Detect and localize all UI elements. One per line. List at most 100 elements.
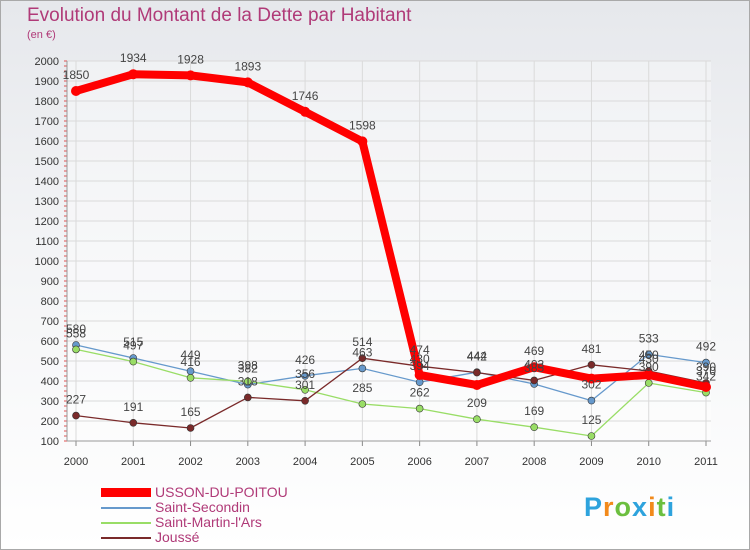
y-tick-label: 800 [41,296,59,308]
data-label: 394 [410,359,430,373]
data-point [586,373,597,384]
chart-title: Evolution du Montant de la Dette par Hab… [27,5,412,26]
data-label: 385 [524,361,544,375]
data-point [530,423,538,432]
legend-swatch [101,507,151,509]
x-tick-label: 2004 [293,456,317,468]
x-tick-label: 2007 [465,456,489,468]
data-point [301,385,309,394]
y-tick-label: 2000 [35,56,59,68]
legend-swatch [101,522,151,524]
x-tick-label: 2010 [636,456,660,468]
logo-letter: i [648,492,657,522]
x-tick-label: 2011 [694,456,718,468]
data-point [129,357,138,366]
x-tick-label: 2002 [178,456,202,468]
data-point [587,396,596,405]
data-point [587,360,596,369]
y-tick-label: 1200 [35,216,59,228]
data-label: 342 [696,370,716,384]
data-label: 533 [639,331,659,345]
data-label: 426 [295,353,315,367]
data-label: 227 [66,393,86,407]
data-label: 444 [467,349,487,363]
y-tick-label: 1000 [35,256,59,268]
y-tick-label: 1900 [35,76,59,88]
data-point [702,358,710,367]
data-label: 262 [410,386,430,400]
data-label: 390 [696,360,716,374]
data-label: 370 [696,364,716,378]
data-point [300,106,311,117]
data-point [358,354,367,363]
data-point [414,370,425,380]
data-label: 481 [581,342,601,356]
data-point [529,362,540,373]
data-label: 1746 [292,89,319,103]
y-tick-label: 1600 [35,136,59,148]
y-tick-label: 1800 [35,96,59,108]
y-tick-label: 1300 [35,196,59,208]
data-label: 1850 [63,68,90,82]
data-label: 1928 [177,52,204,66]
data-point [244,393,252,402]
chart-unit: (en €) [27,29,56,41]
data-point [471,380,482,390]
data-point [530,376,538,385]
data-point [643,370,654,380]
legend-swatch [101,537,151,539]
data-point [644,379,653,387]
data-point [473,368,481,377]
data-label: 430 [410,352,430,366]
data-label: 1934 [120,51,147,65]
legend-label: Joussé [155,529,200,545]
y-tick-label: 900 [41,276,59,288]
data-label: 463 [352,345,372,359]
y-tick-label: 100 [41,436,59,448]
legend-label: Saint-Martin-l'Ars [155,514,262,530]
data-label: 430 [639,352,659,366]
data-label: 497 [123,339,143,353]
data-label: 514 [352,335,372,349]
data-point [301,396,309,405]
data-point [128,69,139,80]
legend-label: USSON-DU-POITOU [155,484,288,500]
x-tick-label: 2000 [64,456,88,468]
x-tick-label: 2003 [236,456,260,468]
x-tick-label: 2009 [579,456,603,468]
data-label: 285 [352,381,372,395]
data-label: 469 [524,344,544,358]
series-line-0 [72,70,710,391]
data-point [587,432,596,440]
data-label: 449 [181,348,201,362]
data-label: 302 [581,378,601,392]
data-label: 558 [66,326,86,340]
logo-letter: i [666,492,676,522]
data-label: 515 [123,335,143,349]
data-label: 403 [524,357,544,371]
logo-letter: x [632,492,649,522]
data-point [185,70,196,81]
data-point [186,424,195,432]
y-tick-label: 1100 [35,236,59,248]
y-tick-label: 400 [41,376,59,388]
data-point [186,373,195,382]
data-label: 301 [295,378,315,392]
data-point [358,364,367,373]
y-tick-label: 1400 [35,176,59,188]
y-tick-label: 300 [41,396,59,408]
data-label: 356 [295,367,315,381]
data-point [72,345,80,354]
data-point [242,77,253,88]
data-label: 416 [181,355,201,369]
legend-swatch [101,488,151,497]
data-point [72,411,80,420]
x-tick-label: 2008 [522,456,546,468]
y-tick-label: 200 [41,416,59,428]
data-point [71,86,81,96]
data-label: 580 [66,322,86,336]
x-tick-label: 2005 [350,456,374,468]
data-point [473,415,481,424]
logo-letter: o [614,492,633,522]
